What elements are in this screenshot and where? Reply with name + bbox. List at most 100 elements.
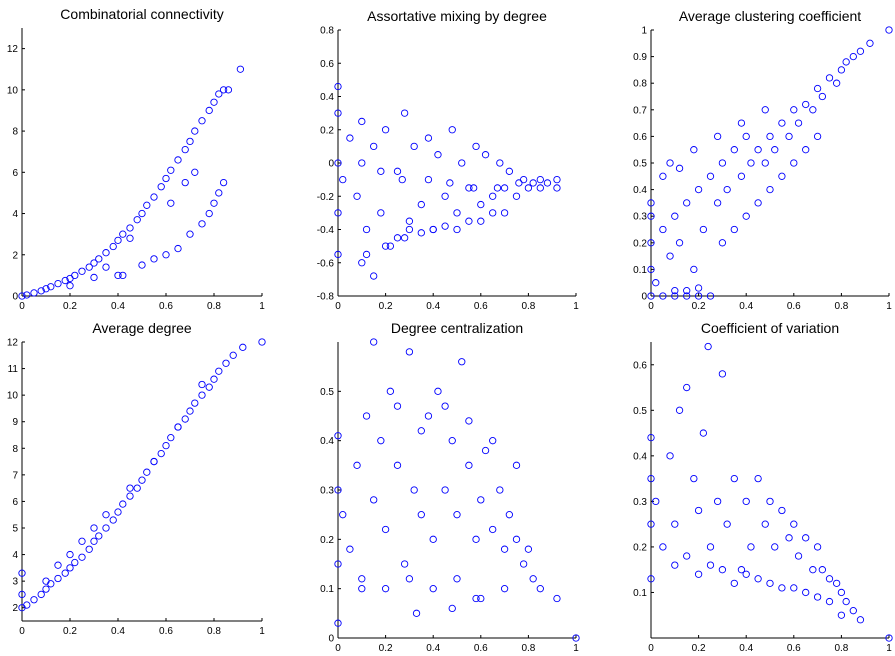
data-point — [671, 287, 679, 295]
data-point — [694, 506, 703, 515]
data-point — [334, 432, 342, 440]
data-point — [512, 461, 521, 469]
data-point — [143, 201, 151, 209]
x-tick-label: 0 — [648, 643, 654, 654]
data-point — [114, 236, 122, 244]
data-point — [429, 535, 437, 543]
y-tick-label: 4 — [12, 209, 18, 220]
y-tick-label: 0 — [641, 292, 647, 303]
data-point — [730, 225, 738, 234]
data-point — [766, 497, 774, 506]
data-point — [215, 189, 223, 197]
chart-title: Degree centralization — [391, 320, 523, 336]
data-point — [683, 552, 691, 560]
x-tick-label: 0 — [648, 301, 654, 312]
x-tick-label: 0.4 — [111, 626, 125, 637]
data-point — [713, 497, 722, 506]
data-point — [174, 156, 182, 164]
data-point — [18, 569, 26, 577]
y-tick-label: 0.4 — [320, 92, 334, 103]
data-point — [809, 106, 817, 114]
x-tick-label: 0 — [335, 643, 341, 654]
data-point — [818, 566, 827, 574]
data-point — [529, 179, 537, 187]
data-point — [683, 383, 691, 392]
data-point — [30, 289, 38, 297]
data-point — [441, 192, 449, 200]
data-point — [377, 437, 385, 445]
data-point — [659, 172, 667, 180]
data-point — [766, 132, 774, 141]
data-point — [647, 520, 655, 528]
data-point — [370, 142, 378, 151]
data-point — [109, 516, 117, 524]
data-point — [150, 457, 158, 466]
data-point — [652, 497, 660, 506]
data-point — [85, 263, 93, 271]
data-point — [66, 550, 74, 559]
data-point — [536, 175, 544, 184]
x-tick-label: 1 — [259, 626, 265, 637]
data-point — [334, 250, 342, 259]
data-point — [742, 497, 750, 506]
y-tick-label: -0.4 — [317, 225, 335, 236]
data-point — [730, 579, 738, 588]
data-point — [472, 142, 480, 151]
data-point — [381, 525, 390, 534]
x-tick-label: 0.4 — [739, 643, 753, 654]
chart-title: Average degree — [92, 320, 192, 336]
data-point — [186, 407, 194, 415]
data-point — [30, 596, 38, 604]
data-point — [718, 239, 727, 247]
chart-panel-6: Coefficient of variation 0 0.2 0.4 0.6 0.8 1 0.… — [633, 320, 893, 654]
x-tick-label: 0.8 — [207, 626, 221, 637]
y-tick-label: 0.1 — [633, 265, 647, 276]
data-point — [512, 535, 521, 543]
y-tick-label: 0.2 — [320, 535, 334, 546]
x-tick-label: 0.6 — [787, 301, 801, 312]
data-point — [742, 132, 750, 141]
y-tick-label: 12 — [7, 44, 19, 55]
data-point — [747, 543, 755, 551]
data-point — [78, 553, 86, 561]
data-point — [809, 566, 817, 574]
data-point — [133, 484, 141, 492]
data-point — [489, 437, 497, 445]
data-point — [334, 560, 342, 568]
data-point — [849, 52, 857, 61]
data-point — [493, 184, 502, 192]
data-point — [410, 142, 418, 151]
y-tick-label: 10 — [7, 391, 19, 402]
data-point — [222, 359, 230, 367]
data-point — [54, 561, 62, 569]
data-point — [393, 234, 402, 242]
data-point — [694, 284, 703, 292]
data-point — [448, 126, 456, 134]
y-tick-label: 10 — [7, 85, 19, 96]
y-tick-label: 0.2 — [633, 542, 647, 553]
data-point — [465, 461, 473, 469]
y-tick-label: 0.6 — [633, 360, 647, 371]
data-point — [458, 358, 466, 366]
data-point — [215, 367, 223, 375]
data-point — [694, 185, 703, 194]
data-point — [742, 570, 750, 578]
data-point — [150, 193, 158, 201]
y-tick-label: 8 — [12, 127, 18, 138]
y-tick-label: 1 — [641, 26, 647, 37]
data-point — [54, 279, 62, 288]
data-point — [477, 594, 485, 603]
data-point — [647, 239, 655, 247]
data-point — [362, 412, 371, 420]
data-point — [453, 511, 461, 519]
data-point — [198, 380, 206, 389]
data-point — [470, 184, 478, 192]
data-point — [529, 575, 537, 583]
data-point — [512, 192, 521, 200]
data-point — [737, 566, 746, 574]
data-point — [219, 86, 228, 94]
data-point — [66, 282, 74, 290]
data-point — [162, 251, 170, 259]
data-point — [489, 192, 497, 200]
data-point — [453, 225, 461, 234]
